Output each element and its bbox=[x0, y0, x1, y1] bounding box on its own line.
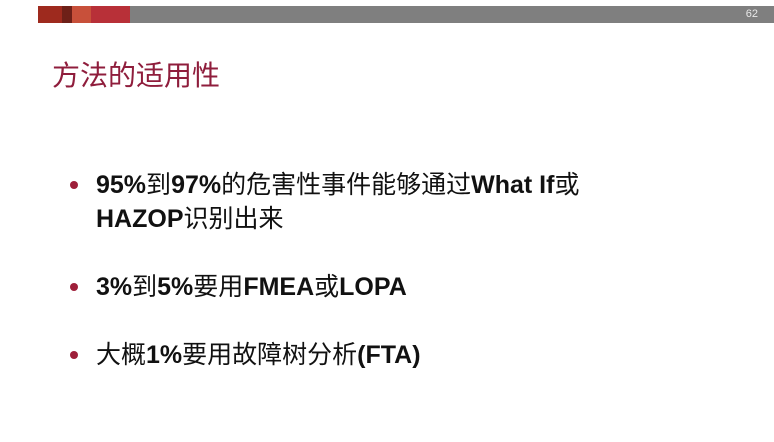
header-segment-2 bbox=[62, 6, 72, 23]
bullet-item: 3%到5%要用FMEA或LOPA bbox=[70, 270, 760, 304]
bullet-text-run: 5% bbox=[157, 273, 194, 301]
bullet-text-run: 到 bbox=[146, 170, 172, 199]
bullet-text-run: 要用故障树分析 bbox=[182, 340, 358, 369]
bullet-text-run: 95% bbox=[96, 171, 147, 199]
bullet-text-run: 的危害性事件能够通过 bbox=[221, 170, 472, 199]
bullet-list: 95%到97%的危害性事件能够通过What If或 HAZOP识别出来 3%到5%要… bbox=[70, 168, 760, 406]
bullet-text-run: 97% bbox=[171, 171, 222, 199]
bullet-text-run: (FTA) bbox=[357, 341, 421, 369]
bullet-dot-icon bbox=[70, 181, 78, 189]
bullet-text-run: 1% bbox=[146, 341, 183, 369]
header-segment-4 bbox=[91, 6, 130, 23]
bullet-text-run: 识别出来 bbox=[183, 204, 284, 233]
bullet-dot-icon bbox=[70, 351, 78, 359]
bullet-text-run: What If bbox=[471, 171, 555, 199]
page-number: 62 bbox=[745, 8, 758, 20]
bullet-text-run: 要用 bbox=[193, 272, 244, 301]
bullet-text: 大概1%要用故障树分析(FTA) bbox=[96, 338, 760, 372]
bullet-item: 大概1%要用故障树分析(FTA) bbox=[70, 338, 760, 372]
bullet-item: 95%到97%的危害性事件能够通过What If或 HAZOP识别出来 bbox=[70, 168, 760, 236]
bullet-text-run: 大概 bbox=[96, 340, 147, 369]
bullet-text-run: HAZOP bbox=[96, 205, 184, 233]
slide-title: 方法的适用性 bbox=[52, 59, 221, 92]
header-segment-3 bbox=[72, 6, 91, 23]
bullet-dot-icon bbox=[70, 283, 78, 291]
bullet-text: 3%到5%要用FMEA或LOPA bbox=[96, 270, 760, 304]
bullet-text-run: 或 bbox=[314, 272, 340, 301]
header-segment-1 bbox=[38, 6, 62, 23]
bullet-text: 95%到97%的危害性事件能够通过What If或 HAZOP识别出来 bbox=[96, 168, 760, 236]
bullet-text-run: LOPA bbox=[339, 273, 407, 301]
bullet-text-run: 到 bbox=[132, 272, 158, 301]
bullet-text-run: FMEA bbox=[243, 273, 315, 301]
header-segment-gray bbox=[130, 6, 774, 23]
bullet-text-run: 或 bbox=[554, 170, 580, 199]
bullet-text-run: 3% bbox=[96, 273, 133, 301]
